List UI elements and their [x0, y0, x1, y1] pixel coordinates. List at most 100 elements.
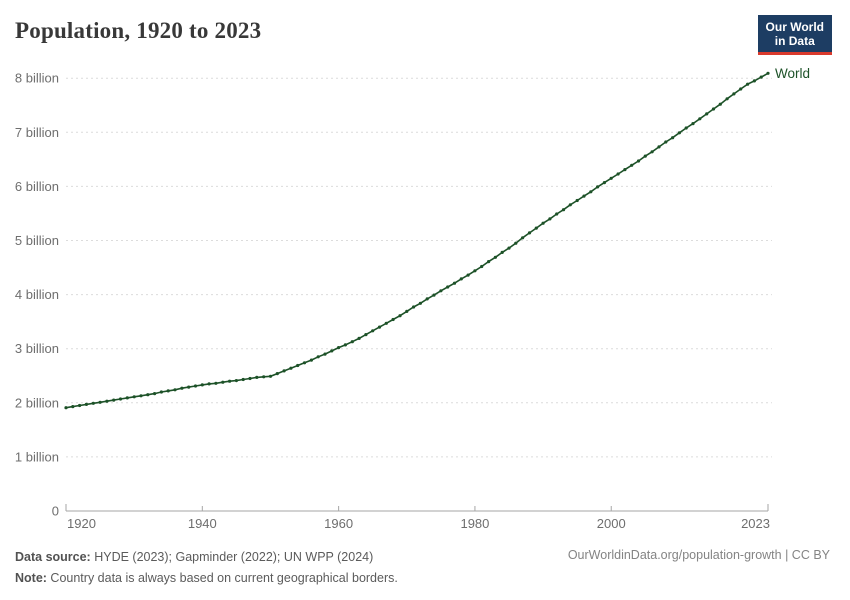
data-point-marker[interactable]: [234, 379, 238, 383]
data-point-marker[interactable]: [343, 343, 347, 347]
data-point-marker[interactable]: [84, 402, 88, 406]
data-point-marker[interactable]: [78, 403, 82, 408]
data-point-marker[interactable]: [507, 246, 511, 250]
data-point-marker[interactable]: [452, 281, 457, 285]
data-point-marker[interactable]: [691, 122, 695, 126]
data-point-marker[interactable]: [98, 400, 102, 404]
data-point-marker[interactable]: [446, 285, 450, 289]
data-point-marker[interactable]: [677, 131, 682, 135]
data-point-marker[interactable]: [384, 321, 388, 325]
data-point-marker[interactable]: [596, 185, 600, 189]
data-point-marker[interactable]: [207, 382, 211, 386]
data-point-marker[interactable]: [527, 231, 532, 235]
data-point-marker[interactable]: [282, 369, 286, 373]
data-point-marker[interactable]: [228, 379, 232, 383]
data-point-marker[interactable]: [432, 293, 436, 297]
data-point-marker[interactable]: [534, 226, 538, 230]
data-point-marker[interactable]: [650, 150, 654, 154]
data-point-marker[interactable]: [582, 194, 586, 198]
data-point-marker[interactable]: [439, 289, 443, 293]
data-point-marker[interactable]: [262, 375, 266, 379]
data-point-marker[interactable]: [718, 102, 722, 106]
data-point-marker[interactable]: [589, 190, 593, 194]
data-point-marker[interactable]: [766, 71, 770, 75]
data-point-marker[interactable]: [200, 383, 204, 387]
data-point-marker[interactable]: [296, 363, 300, 368]
data-point-marker[interactable]: [671, 136, 675, 140]
data-point-marker[interactable]: [493, 255, 497, 259]
data-point-marker[interactable]: [575, 198, 579, 203]
data-point-marker[interactable]: [316, 355, 320, 359]
data-point-marker[interactable]: [146, 393, 150, 397]
data-point-marker[interactable]: [330, 349, 334, 353]
series-end-label-world[interactable]: World: [775, 66, 810, 81]
data-point-marker[interactable]: [118, 397, 123, 401]
data-point-marker[interactable]: [214, 381, 218, 385]
data-point-marker[interactable]: [91, 401, 95, 405]
data-point-marker[interactable]: [487, 260, 491, 264]
data-point-marker[interactable]: [732, 92, 736, 96]
data-point-marker[interactable]: [125, 396, 129, 400]
data-point-marker[interactable]: [193, 384, 198, 388]
data-point-marker[interactable]: [377, 325, 382, 329]
data-point-marker[interactable]: [371, 329, 375, 333]
data-point-marker[interactable]: [105, 399, 109, 403]
data-point-marker[interactable]: [602, 181, 607, 185]
data-point-marker[interactable]: [643, 154, 647, 158]
data-point-marker[interactable]: [548, 217, 552, 221]
data-point-marker[interactable]: [500, 250, 504, 254]
data-point-marker[interactable]: [350, 340, 354, 344]
data-point-marker[interactable]: [636, 159, 641, 163]
data-point-marker[interactable]: [289, 366, 293, 370]
data-point-marker[interactable]: [337, 346, 341, 350]
data-point-marker[interactable]: [561, 208, 566, 212]
data-point-marker[interactable]: [132, 395, 136, 399]
data-point-marker[interactable]: [466, 273, 470, 277]
data-point-marker[interactable]: [616, 172, 620, 176]
data-point-marker[interactable]: [725, 97, 729, 101]
data-point-marker[interactable]: [180, 386, 184, 390]
data-point-marker[interactable]: [623, 168, 627, 172]
data-point-marker[interactable]: [664, 140, 668, 144]
data-point-marker[interactable]: [473, 269, 477, 273]
data-point-marker[interactable]: [112, 398, 116, 402]
data-point-marker[interactable]: [711, 107, 716, 111]
owid-logo[interactable]: Our World in Data: [757, 15, 832, 55]
data-point-marker[interactable]: [71, 405, 75, 409]
data-point-marker[interactable]: [609, 176, 613, 180]
data-point-marker[interactable]: [275, 372, 279, 376]
data-point-marker[interactable]: [568, 203, 572, 207]
world-series[interactable]: World: [64, 66, 810, 410]
data-point-marker[interactable]: [268, 374, 273, 378]
data-point-marker[interactable]: [418, 301, 422, 305]
data-point-marker[interactable]: [514, 241, 518, 245]
data-point-marker[interactable]: [255, 375, 259, 379]
data-point-marker[interactable]: [412, 305, 416, 309]
data-point-marker[interactable]: [739, 87, 743, 91]
data-point-marker[interactable]: [153, 392, 157, 396]
data-point-marker[interactable]: [64, 406, 68, 410]
data-point-marker[interactable]: [630, 163, 634, 167]
data-point-marker[interactable]: [746, 82, 750, 86]
data-point-marker[interactable]: [480, 264, 484, 269]
data-point-marker[interactable]: [221, 380, 225, 384]
data-point-marker[interactable]: [459, 277, 463, 281]
data-point-marker[interactable]: [705, 112, 709, 116]
data-point-marker[interactable]: [405, 309, 409, 313]
data-point-marker[interactable]: [698, 117, 702, 121]
data-point-marker[interactable]: [555, 212, 559, 216]
data-point-marker[interactable]: [302, 361, 307, 365]
data-point-marker[interactable]: [357, 336, 361, 340]
data-point-marker[interactable]: [323, 352, 327, 356]
data-point-marker[interactable]: [752, 79, 757, 83]
data-point-marker[interactable]: [241, 377, 245, 382]
data-point-marker[interactable]: [173, 388, 177, 392]
data-point-marker[interactable]: [159, 390, 163, 394]
owid-url-license-link[interactable]: OurWorldinData.org/population-growth | C…: [567, 548, 830, 562]
data-point-marker[interactable]: [166, 389, 170, 393]
data-point-marker[interactable]: [309, 358, 313, 362]
data-point-marker[interactable]: [541, 221, 545, 225]
data-point-marker[interactable]: [425, 297, 429, 301]
data-point-marker[interactable]: [187, 385, 191, 389]
